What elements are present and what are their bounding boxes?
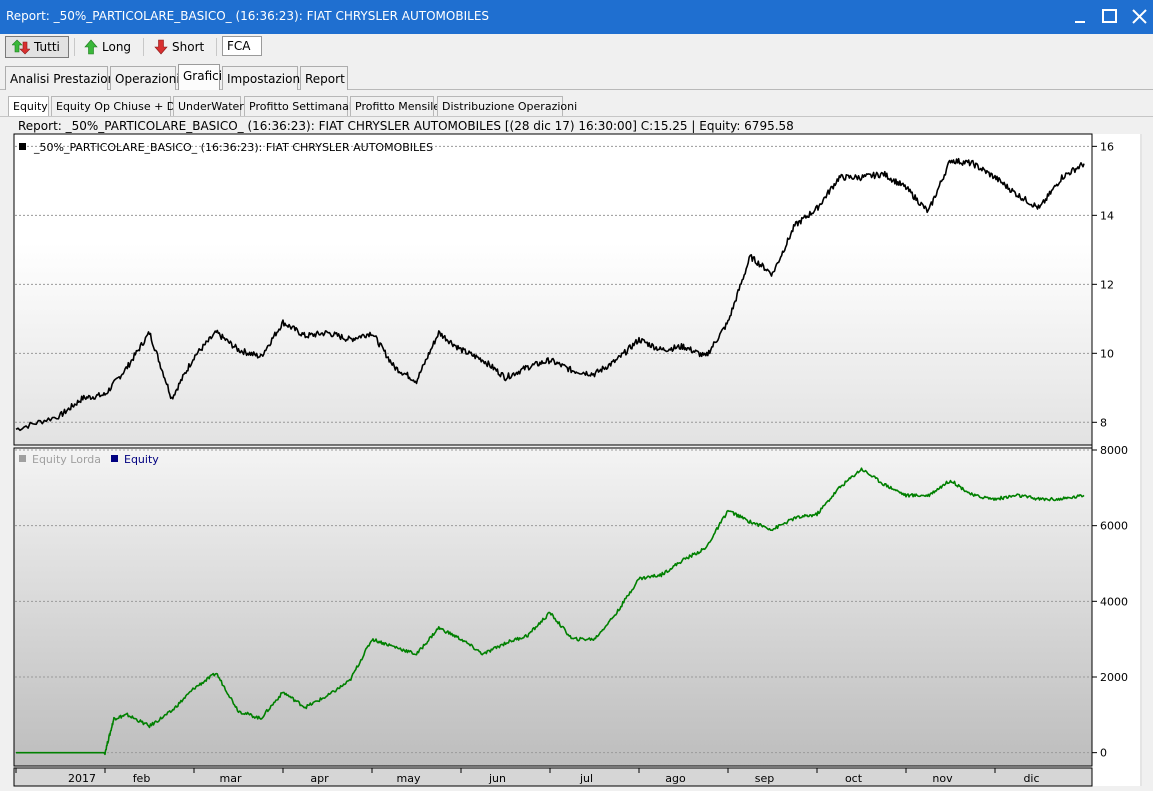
subtab-equity-op-chiuse-dd[interactable]: Equity Op Chiuse + DD (51, 96, 184, 116)
date-ticks: 2017 feb mar apr may jun jul ago sep oct nov dic (15, 768, 1040, 785)
x-tick-label: jun (488, 772, 506, 785)
x-tick-label: apr (310, 772, 329, 785)
y-tick-label: 12 (1100, 278, 1114, 291)
x-tick-label: 2017 (68, 772, 96, 785)
equity-series (16, 467, 1085, 756)
x-tick-label: ago (665, 772, 686, 785)
price-gridlines (15, 145, 1091, 423)
subtab-profitto-mensile[interactable]: Profitto Mensile (350, 96, 440, 116)
y-tick-label: 8 (1100, 416, 1107, 429)
up-arrow-icon (84, 39, 98, 55)
toolbar-separator (216, 38, 217, 56)
tab-operazioni[interactable]: Operazioni (110, 66, 180, 90)
y-axis-panel (1092, 134, 1142, 786)
up-down-arrows-icon (12, 39, 30, 55)
close-icon[interactable] (1129, 6, 1151, 28)
symbol-field[interactable]: FCA (222, 36, 262, 56)
short-trades-button[interactable]: Short (148, 36, 212, 58)
legend-price-label: _50%_PARTICOLARE_BASICO_ (16:36:23): FIA… (33, 141, 433, 154)
long-trades-button[interactable]: Long (78, 36, 138, 58)
price-y-ticks: 8 10 12 14 16 (1092, 140, 1114, 429)
equity-line (16, 467, 1085, 756)
down-arrow-icon (154, 39, 168, 55)
price-legend: _50%_PARTICOLARE_BASICO_ (16:36:23): FIA… (19, 141, 433, 154)
x-tick-label: sep (755, 772, 774, 785)
window-title: Report: _50%_PARTICOLARE_BASICO_ (16:36:… (6, 9, 490, 23)
all-trades-label: Tutti (34, 40, 60, 54)
equity-gridlines (15, 449, 1091, 754)
legend-equity-lorda-label: Equity Lorda (32, 453, 101, 466)
legend-swatch-price (19, 143, 26, 150)
minimize-icon[interactable] (1069, 6, 1091, 28)
y-tick-label: 4000 (1100, 595, 1128, 608)
date-axis (13, 767, 1093, 787)
window-titlebar: Report: _50%_PARTICOLARE_BASICO_ (16:36:… (0, 0, 1153, 34)
tab-impostazioni[interactable]: Impostazioni (222, 66, 303, 90)
y-tick-label: 10 (1100, 347, 1114, 360)
chart-subtabs: Equity Equity Op Chiuse + DD UnderWater … (0, 93, 1153, 117)
toolbar-separator (74, 38, 75, 56)
subtab-profitto-settimanale[interactable]: Profitto Settimanale (244, 96, 359, 116)
subtab-underwater[interactable]: UnderWater (173, 96, 244, 116)
y-tick-label: 6000 (1100, 520, 1128, 533)
legend-swatch-equity-lorda (19, 455, 26, 462)
all-trades-button[interactable]: Tutti (5, 36, 69, 58)
x-tick-label: feb (133, 772, 151, 785)
equity-plot-area (13, 447, 1093, 767)
y-tick-label: 16 (1100, 140, 1114, 153)
subtab-equity[interactable]: Equity (8, 96, 49, 116)
equity-legend: Equity Lorda Equity (19, 453, 159, 466)
y-tick-label: 0 (1100, 747, 1107, 760)
x-tick-label: dic (1023, 772, 1039, 785)
x-tick-label: jul (579, 772, 593, 785)
price-series (15, 157, 1085, 432)
tab-report[interactable]: Report (300, 66, 348, 90)
y-tick-label: 14 (1100, 209, 1114, 222)
subtab-distribuzione-operazioni[interactable]: Distribuzione Operazioni (437, 96, 577, 116)
maximize-icon[interactable] (1099, 6, 1121, 28)
y-tick-label: 8000 (1100, 444, 1128, 457)
tab-analisi-prestazioni[interactable]: Analisi Prestazioni (5, 66, 119, 90)
x-tick-label: may (397, 772, 421, 785)
legend-equity-label: Equity (124, 453, 159, 466)
x-tick-label: oct (845, 772, 863, 785)
report-info-line: Report: _50%_PARTICOLARE_BASICO_ (16:36:… (18, 119, 794, 133)
x-tick-label: mar (220, 772, 242, 785)
short-trades-label: Short (172, 40, 205, 54)
price-plot-area (13, 133, 1093, 446)
price-line (15, 157, 1085, 432)
x-tick-label: nov (932, 772, 953, 785)
main-tabs: Analisi Prestazioni Operazioni Grafici I… (0, 62, 1153, 90)
long-trades-label: Long (102, 40, 132, 54)
legend-swatch-equity (111, 455, 118, 462)
toolbar: Tutti Long Short (0, 34, 1153, 62)
y-tick-label: 2000 (1100, 671, 1128, 684)
equity-y-ticks: 0 2000 4000 6000 8000 (1092, 444, 1128, 760)
toolbar-separator (143, 38, 144, 56)
tab-grafici[interactable]: Grafici (178, 64, 222, 90)
